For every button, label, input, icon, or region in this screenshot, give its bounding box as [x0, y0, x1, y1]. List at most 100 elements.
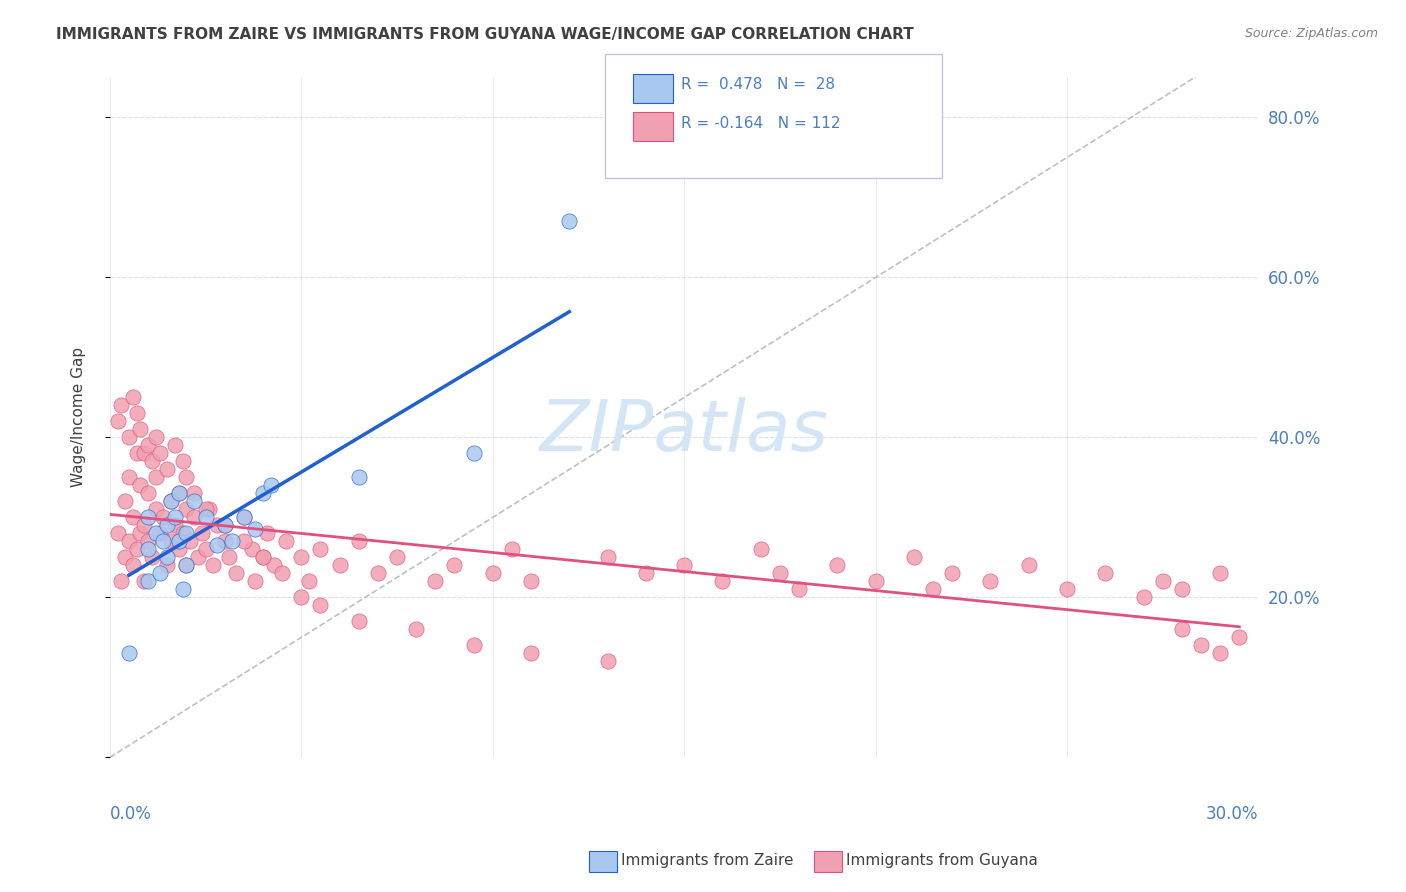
Point: [183, 486, 205, 500]
Point: [149, 566, 172, 581]
Text: 0.0%: 0.0%: [110, 805, 152, 823]
Point: [245, 574, 267, 589]
Point: [903, 550, 925, 565]
Point: [347, 615, 370, 629]
Point: [673, 558, 696, 573]
Point: [121, 558, 143, 573]
Point: [167, 486, 190, 500]
Point: [260, 478, 283, 492]
Point: [202, 558, 225, 573]
Point: [136, 486, 159, 500]
Point: [167, 486, 190, 500]
Point: [274, 534, 297, 549]
Point: [187, 550, 209, 565]
Point: [145, 502, 167, 516]
Point: [1189, 639, 1212, 653]
Point: [232, 510, 254, 524]
Point: [156, 462, 179, 476]
Point: [149, 526, 172, 541]
Point: [163, 510, 186, 524]
Text: Immigrants from Zaire: Immigrants from Zaire: [621, 854, 794, 868]
Point: [136, 542, 159, 557]
Point: [194, 510, 217, 524]
Point: [1209, 647, 1232, 661]
Point: [1018, 558, 1040, 573]
Point: [183, 510, 205, 524]
Point: [134, 446, 156, 460]
Point: [172, 582, 194, 597]
Text: 30.0%: 30.0%: [1206, 805, 1258, 823]
Point: [252, 486, 274, 500]
Point: [501, 542, 523, 557]
Point: [163, 518, 186, 533]
Point: [520, 647, 543, 661]
Text: R =  0.478   N =  28: R = 0.478 N = 28: [681, 78, 835, 92]
Point: [1152, 574, 1174, 589]
Point: [596, 654, 619, 668]
Point: [194, 502, 217, 516]
Point: [205, 518, 228, 533]
Point: [329, 558, 352, 573]
Point: [1209, 566, 1232, 581]
Point: [118, 534, 141, 549]
Point: [125, 542, 148, 557]
Point: [1171, 582, 1194, 597]
Point: [922, 582, 945, 597]
Point: [176, 502, 198, 516]
Point: [107, 414, 129, 428]
Point: [309, 599, 332, 613]
Point: [941, 566, 963, 581]
Point: [711, 574, 734, 589]
Point: [520, 574, 543, 589]
Point: [136, 510, 159, 524]
Point: [156, 550, 179, 565]
Point: [252, 550, 274, 565]
Text: Immigrants from Guyana: Immigrants from Guyana: [846, 854, 1038, 868]
Text: ZIPatlas: ZIPatlas: [540, 397, 828, 466]
Point: [125, 446, 148, 460]
Point: [385, 550, 408, 565]
Point: [172, 526, 194, 541]
Point: [129, 422, 152, 436]
Point: [156, 518, 179, 533]
Point: [865, 574, 887, 589]
Point: [190, 526, 212, 541]
Point: [136, 574, 159, 589]
Point: [405, 623, 427, 637]
Point: [1171, 623, 1194, 637]
Point: [141, 550, 163, 565]
Point: [1056, 582, 1078, 597]
Point: [481, 566, 503, 581]
Point: [214, 534, 236, 549]
Point: [167, 534, 190, 549]
Point: [214, 518, 236, 533]
Y-axis label: Wage/Income Gap: Wage/Income Gap: [72, 347, 86, 488]
Point: [232, 510, 254, 524]
Point: [110, 399, 132, 413]
Point: [145, 430, 167, 444]
Point: [118, 470, 141, 484]
Point: [252, 550, 274, 565]
Point: [749, 542, 772, 557]
Point: [121, 510, 143, 524]
Point: [256, 526, 278, 541]
Point: [271, 566, 294, 581]
Point: [163, 438, 186, 452]
Point: [152, 510, 174, 524]
Point: [176, 558, 198, 573]
Point: [787, 582, 810, 597]
Point: [290, 550, 312, 565]
Point: [225, 566, 247, 581]
Point: [134, 574, 156, 589]
Text: Source: ZipAtlas.com: Source: ZipAtlas.com: [1244, 27, 1378, 40]
Point: [205, 538, 228, 552]
Point: [129, 478, 152, 492]
Point: [176, 470, 198, 484]
Point: [141, 454, 163, 468]
Point: [110, 574, 132, 589]
Point: [152, 534, 174, 549]
Point: [176, 558, 198, 573]
Point: [221, 534, 243, 549]
Point: [347, 534, 370, 549]
Text: R = -0.164   N = 112: R = -0.164 N = 112: [681, 116, 839, 130]
